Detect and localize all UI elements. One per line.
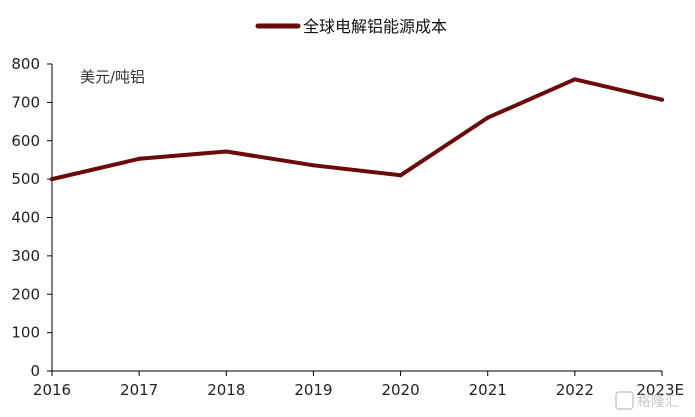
x-tick-label: 2023E bbox=[636, 381, 684, 399]
y-unit-label: 美元/吨铝 bbox=[80, 68, 145, 86]
x-tick-label: 2020 bbox=[381, 381, 419, 399]
data-point-2016 bbox=[50, 177, 54, 182]
x-tick-label: 2019 bbox=[294, 381, 332, 399]
data-point-2023E bbox=[660, 97, 664, 102]
legend-label: 全球电解铝能源成本 bbox=[303, 17, 447, 36]
g-logo-icon bbox=[615, 391, 634, 410]
y-tick-label: 0 bbox=[30, 362, 40, 380]
series-line-energy-cost bbox=[50, 77, 664, 182]
y-tick-label: 800 bbox=[11, 55, 40, 73]
legend: 全球电解铝能源成本 bbox=[255, 17, 447, 36]
x-tick-label: 2017 bbox=[120, 381, 158, 399]
x-tick-label: 2022 bbox=[556, 381, 594, 399]
x-tick-label: 2016 bbox=[33, 381, 71, 399]
y-tick-label: 500 bbox=[11, 170, 40, 188]
watermark-text: 格隆汇 bbox=[637, 394, 679, 410]
y-tick-label: 700 bbox=[11, 93, 40, 111]
data-points bbox=[50, 77, 664, 182]
y-tick-label: 600 bbox=[11, 132, 40, 150]
x-tick-label: 2021 bbox=[469, 381, 507, 399]
watermark: 格隆汇 bbox=[615, 391, 679, 410]
y-tick-label: 100 bbox=[11, 324, 40, 342]
y-tick-label: 200 bbox=[11, 285, 40, 303]
data-point-2019 bbox=[311, 163, 316, 168]
y-tick-label: 300 bbox=[11, 247, 40, 265]
data-point-2020 bbox=[398, 173, 403, 178]
y-ticks: 0 100 200 300 400 500 600 700 800 bbox=[11, 55, 52, 380]
data-point-2021 bbox=[485, 115, 490, 120]
x-tick-label: 2018 bbox=[207, 381, 245, 399]
data-point-2017 bbox=[137, 156, 142, 161]
data-point-2022 bbox=[572, 77, 577, 82]
y-tick-label: 400 bbox=[11, 209, 40, 227]
x-ticks: 2016 2017 2018 2019 2020 2021 2022 2023E bbox=[33, 371, 684, 399]
data-point-2018 bbox=[224, 149, 229, 154]
